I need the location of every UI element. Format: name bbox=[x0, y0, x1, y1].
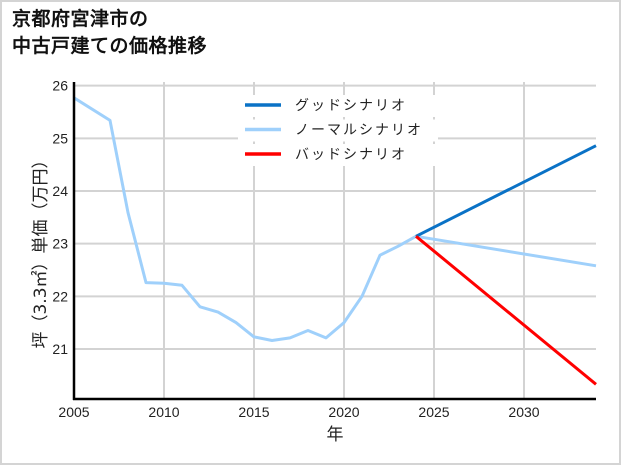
chart-title: 京都府宮津市の 中古戸建ての価格推移 bbox=[12, 6, 207, 60]
x-tick-label: 2025 bbox=[418, 404, 449, 420]
legend-label: バッドシナリオ bbox=[295, 147, 407, 163]
axes bbox=[72, 82, 596, 401]
y-axis-label: 坪（3.3㎡）単価（万円） bbox=[31, 151, 51, 348]
y-tick-label: 26 bbox=[52, 78, 68, 94]
x-tick-label: 2010 bbox=[148, 404, 179, 420]
y-tick-label: 23 bbox=[52, 236, 68, 252]
legend-bg bbox=[238, 119, 438, 142]
legend-bg bbox=[238, 95, 438, 117]
y-tick-labels: 21 22 23 24 25 26 bbox=[52, 78, 68, 357]
series-line bbox=[415, 144, 597, 238]
chart-title-line2: 中古戸建ての価格推移 bbox=[12, 35, 208, 57]
x-tick-label: 2005 bbox=[58, 404, 89, 420]
legend-label: ノーマルシナリオ bbox=[295, 123, 423, 139]
series-line bbox=[415, 235, 597, 386]
y-tick-label: 25 bbox=[52, 130, 68, 146]
x-tick-label: 2015 bbox=[238, 404, 269, 420]
data-series bbox=[73, 96, 597, 386]
series-line bbox=[73, 96, 597, 342]
y-tick-label: 21 bbox=[52, 341, 68, 357]
x-axis-label: 年 bbox=[327, 425, 344, 445]
x-tick-label: 2030 bbox=[508, 404, 539, 420]
x-tick-labels: 2005 2010 2015 2020 2025 2030 bbox=[58, 404, 539, 420]
chart-title-line1: 京都府宮津市の bbox=[12, 8, 149, 30]
legend-bg bbox=[238, 144, 438, 166]
y-tick-label: 24 bbox=[52, 183, 68, 199]
legend-label: グッドシナリオ bbox=[295, 98, 407, 114]
y-tick-label: 22 bbox=[52, 288, 68, 304]
x-tick-label: 2020 bbox=[328, 404, 359, 420]
